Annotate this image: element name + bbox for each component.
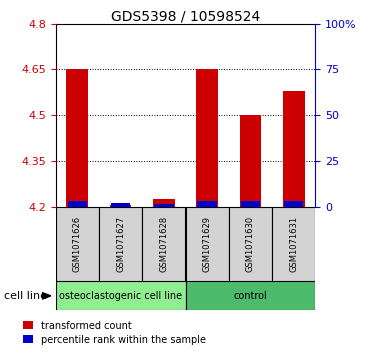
Bar [241, 201, 260, 207]
Text: GSM1071630: GSM1071630 [246, 216, 255, 272]
Bar [240, 115, 261, 207]
Bar [66, 69, 88, 207]
Bar [153, 199, 175, 207]
Bar [142, 207, 186, 281]
Bar [56, 281, 186, 310]
Text: GSM1071631: GSM1071631 [289, 216, 298, 272]
Polygon shape [42, 292, 51, 299]
Text: cell line: cell line [4, 291, 47, 301]
Bar [197, 201, 217, 207]
Bar [229, 207, 272, 281]
Bar [272, 207, 315, 281]
Bar [68, 201, 87, 207]
Bar [284, 201, 303, 207]
Bar [110, 205, 131, 207]
Bar [186, 207, 229, 281]
Text: GSM1071626: GSM1071626 [73, 216, 82, 272]
Text: control: control [234, 291, 267, 301]
Text: osteoclastogenic cell line: osteoclastogenic cell line [59, 291, 182, 301]
Bar [99, 207, 142, 281]
Bar [186, 281, 315, 310]
Bar [111, 203, 130, 207]
Text: GSM1071627: GSM1071627 [116, 216, 125, 272]
Legend: transformed count, percentile rank within the sample: transformed count, percentile rank withi… [23, 321, 206, 344]
Text: GSM1071629: GSM1071629 [203, 216, 211, 272]
Text: GSM1071628: GSM1071628 [160, 216, 168, 272]
Bar [196, 69, 218, 207]
Bar [56, 207, 99, 281]
Bar [154, 204, 174, 207]
Text: GDS5398 / 10598524: GDS5398 / 10598524 [111, 9, 260, 23]
Bar [283, 91, 305, 207]
